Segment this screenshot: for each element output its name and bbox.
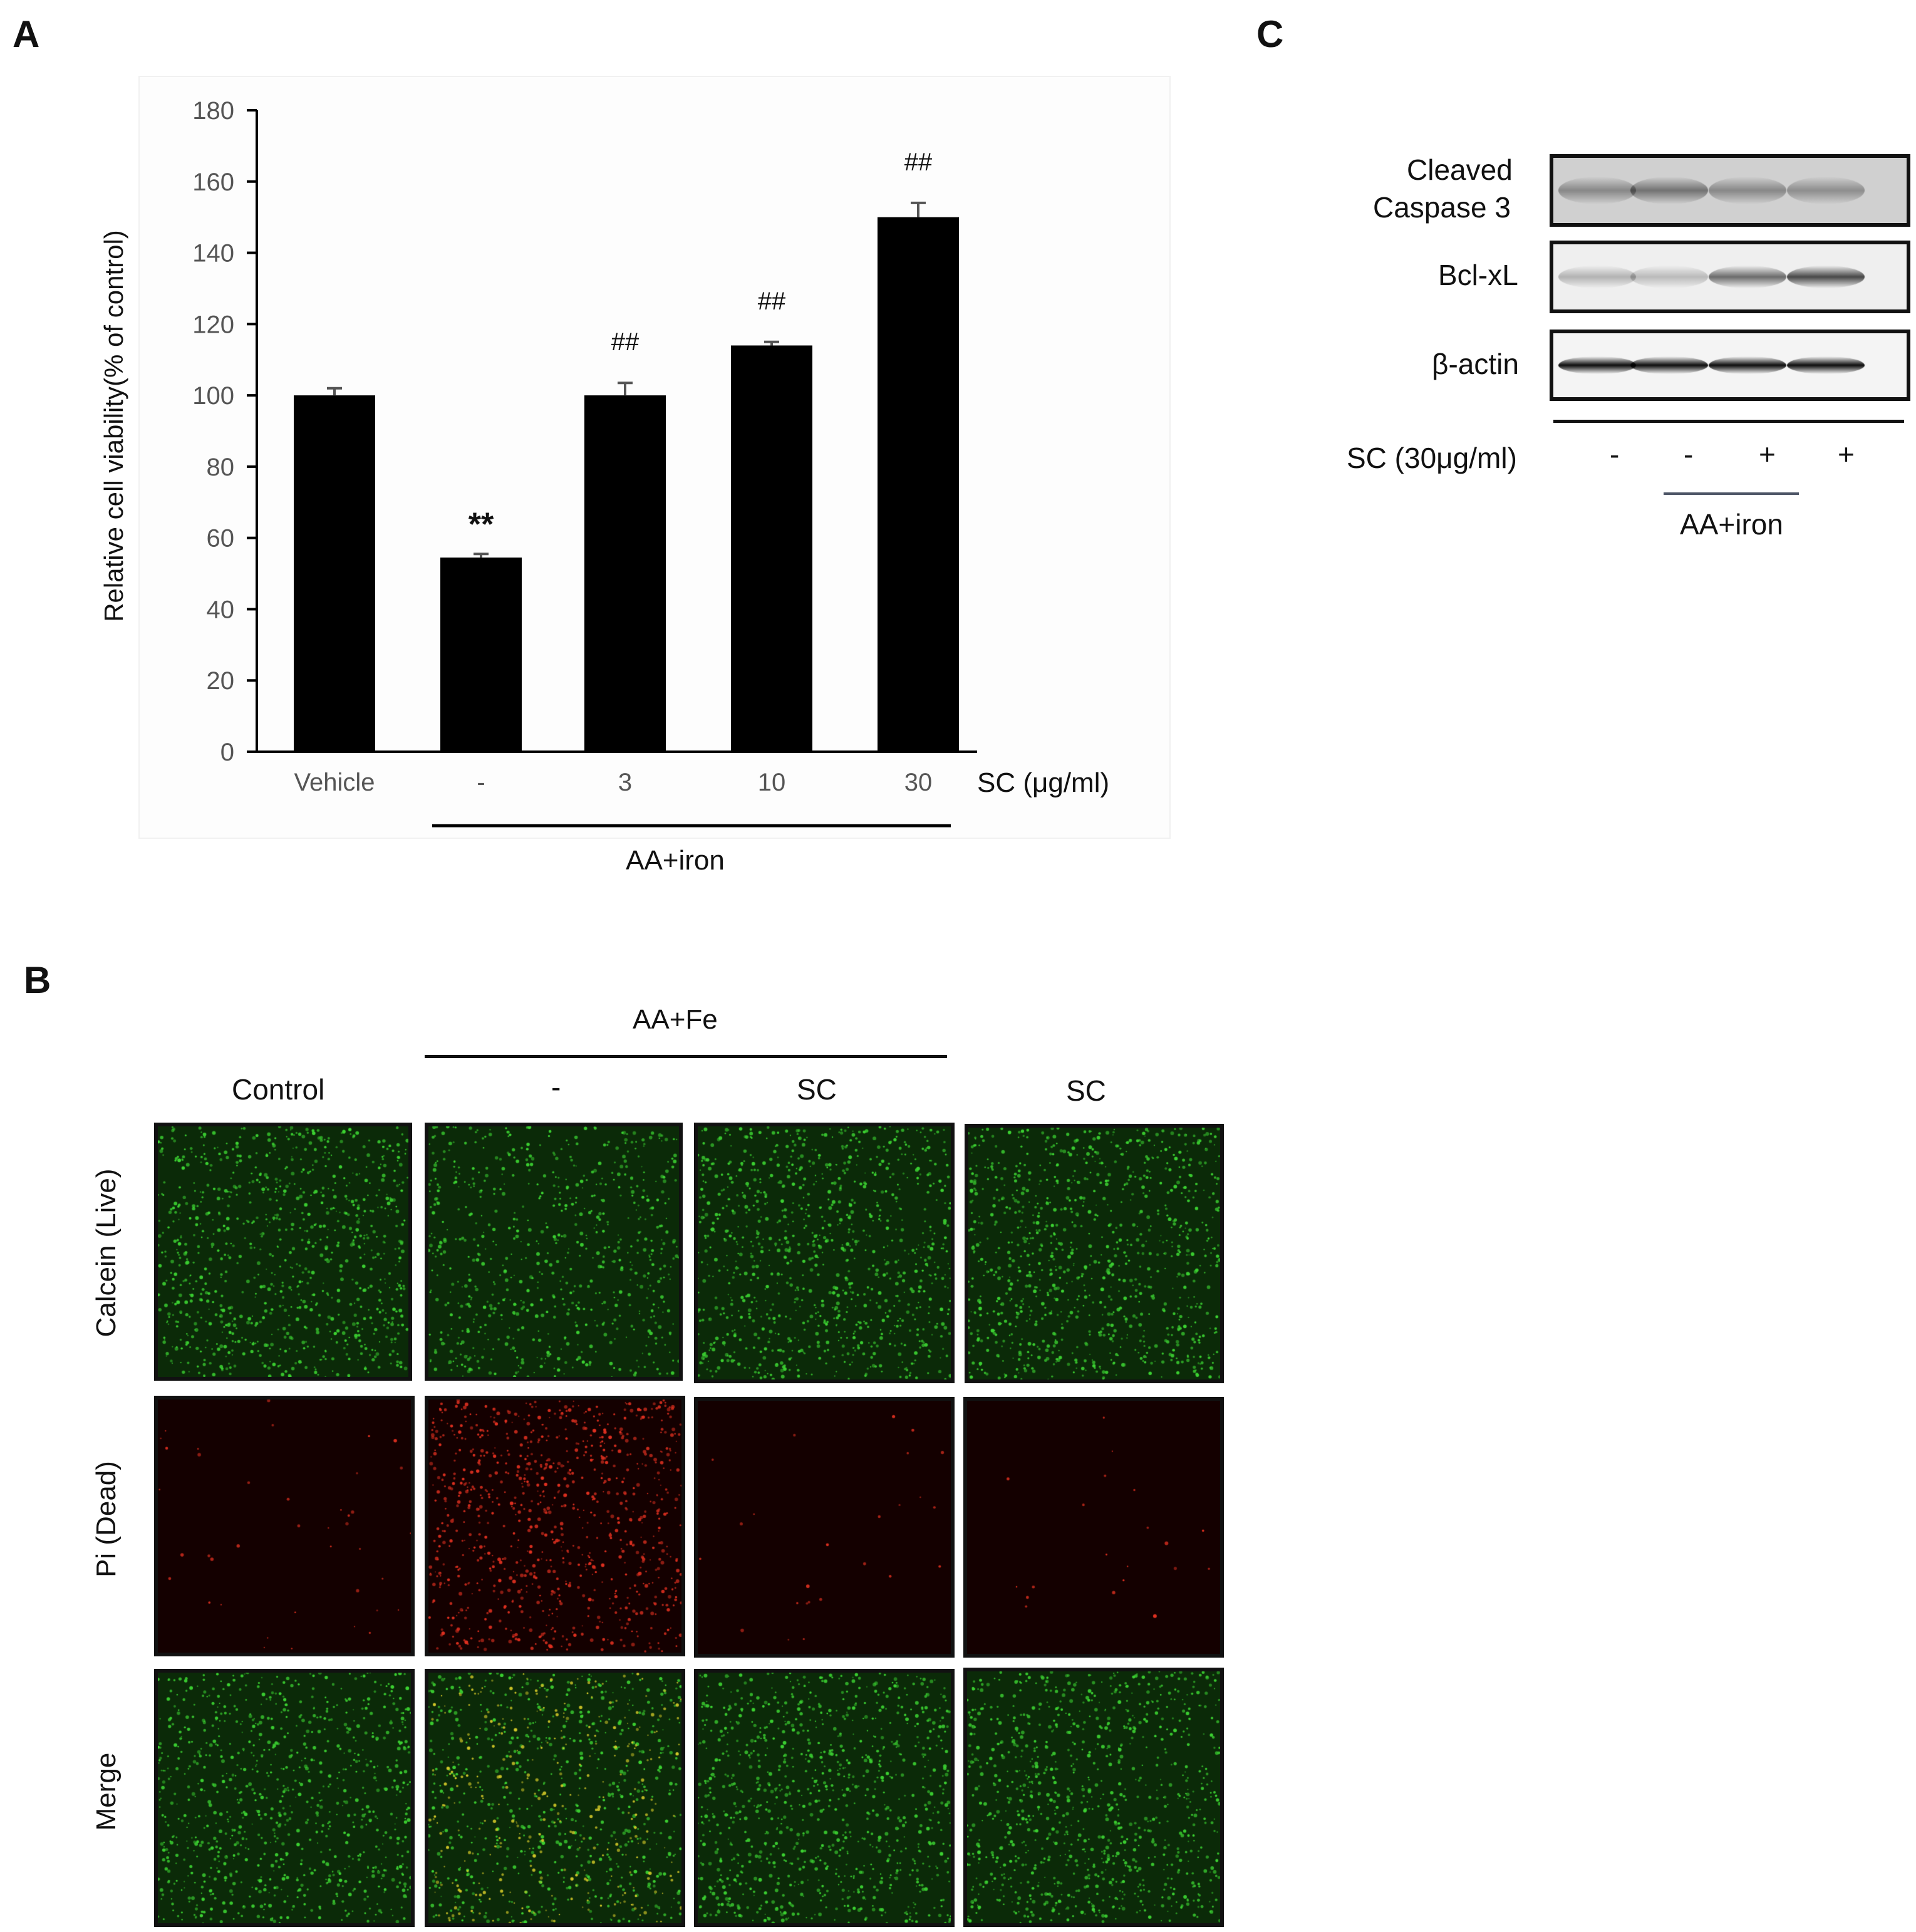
x-tick-label: - <box>477 769 485 796</box>
image-control-merge <box>154 1669 415 1927</box>
blot-label-bclxl: Bcl-xL <box>1438 259 1518 291</box>
blot-label-actin: β-actin <box>1432 348 1519 380</box>
column-label-sc-1: SC <box>797 1073 837 1106</box>
row-label-merge: Merge <box>91 1752 122 1831</box>
column-label-sc-2: SC <box>1066 1074 1106 1107</box>
bar-chart: 0 20 40 60 80 100 120 140 160 180 Relative cell vi… <box>99 76 1171 876</box>
bar <box>731 345 812 752</box>
blot-label-caspase3: Caspase 3 <box>1373 191 1511 224</box>
lane-sign-4: + <box>1838 438 1855 470</box>
significance-label: ## <box>611 328 640 356</box>
y-tick-label: 40 <box>207 596 235 623</box>
group-bracket-aa-fe <box>425 1055 947 1058</box>
image-aafe-sc-merge <box>694 1669 955 1927</box>
row-label-dead: Pi (Dead) <box>91 1461 122 1577</box>
bar <box>440 557 522 752</box>
blot-beta-actin <box>1550 330 1910 401</box>
image-aafe-sc-dead <box>694 1397 955 1658</box>
image-aafe-sc-live <box>694 1123 955 1383</box>
x-tick-label: 30 <box>904 769 933 796</box>
column-label-control: Control <box>232 1073 325 1106</box>
image-sc-merge <box>963 1668 1224 1927</box>
y-tick-label: 180 <box>192 97 234 125</box>
significance-label: ## <box>758 288 786 315</box>
bar <box>584 395 666 752</box>
image-aafe-merge <box>425 1669 685 1927</box>
y-tick-label: 80 <box>207 454 235 481</box>
image-sc-dead <box>963 1397 1224 1658</box>
image-control-dead <box>154 1396 415 1656</box>
row-label-live: Calcein (Live) <box>91 1168 122 1337</box>
x-tick-label: 3 <box>618 769 632 796</box>
x-axis-title: SC (μg/ml) <box>977 767 1109 798</box>
bar <box>878 217 959 752</box>
image-aafe-dead <box>425 1396 685 1656</box>
y-tick-label: 60 <box>207 525 235 553</box>
y-tick-label: 120 <box>192 311 234 338</box>
image-sc-live <box>965 1124 1224 1383</box>
lane-sign-3: + <box>1759 438 1776 470</box>
x-tick-label: 10 <box>758 769 786 796</box>
significance-label: ## <box>904 148 933 176</box>
y-tick-label: 160 <box>192 169 234 196</box>
lane-sign-2: - <box>1684 438 1694 470</box>
bar <box>294 395 375 752</box>
image-aafe-live <box>425 1123 683 1381</box>
column-label-untreated: - <box>551 1071 561 1103</box>
blot-label-cleaved: Cleaved <box>1407 153 1513 186</box>
blot-bclxl <box>1550 241 1910 313</box>
y-axis-title: Relative cell viability(% of control) <box>99 230 128 622</box>
blot-cleaved-caspase3 <box>1550 154 1910 227</box>
aa-iron-bracket-c <box>1664 492 1799 495</box>
lane-sign-1: - <box>1610 438 1620 470</box>
image-control-live <box>154 1123 412 1381</box>
blot-lane-bracket <box>1553 420 1904 423</box>
y-tick-label: 140 <box>192 240 234 267</box>
y-tick-label: 100 <box>192 382 234 410</box>
x-tick-label: Vehicle <box>294 769 375 796</box>
group-label-aa-fe: AA+Fe <box>633 1004 718 1035</box>
y-tick-label: 20 <box>207 667 235 695</box>
group-label: AA+iron <box>626 845 725 876</box>
panel-label-b: B <box>24 959 51 1001</box>
panel-label-c: C <box>1256 13 1284 55</box>
panel-label-a: A <box>13 13 40 55</box>
group-label-aa-iron-c: AA+iron <box>1680 508 1783 541</box>
significance-label: ** <box>469 506 494 543</box>
y-tick-label: 0 <box>220 739 234 766</box>
treatment-label-sc: SC (30μg/ml) <box>1347 442 1517 474</box>
